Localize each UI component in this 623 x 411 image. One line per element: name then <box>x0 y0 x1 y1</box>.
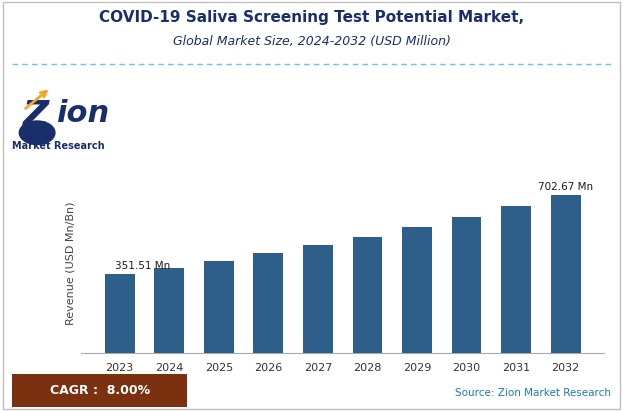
Text: Global Market Size, 2024-2032 (USD Million): Global Market Size, 2024-2032 (USD Milli… <box>173 35 450 48</box>
Bar <box>254 253 283 353</box>
Text: Source: Zion Market Research: Source: Zion Market Research <box>455 388 611 397</box>
Circle shape <box>19 121 55 145</box>
Text: COVID-19 Saliva Screening Test Potential Market,: COVID-19 Saliva Screening Test Potential… <box>99 10 524 25</box>
Bar <box>353 237 383 353</box>
Bar <box>303 245 333 353</box>
Bar <box>502 206 531 353</box>
Bar <box>551 195 581 353</box>
Bar <box>105 274 135 353</box>
Text: 702.67 Mn: 702.67 Mn <box>538 182 593 192</box>
Text: 351.51 Mn: 351.51 Mn <box>115 261 170 271</box>
Text: Market Research: Market Research <box>12 141 105 151</box>
Text: ion: ion <box>56 99 110 128</box>
Bar <box>402 227 432 353</box>
Text: Z: Z <box>24 99 50 133</box>
Y-axis label: Revenue (USD Mn/Bn): Revenue (USD Mn/Bn) <box>65 201 75 325</box>
Bar <box>452 217 482 353</box>
Bar <box>204 261 234 353</box>
Bar <box>155 268 184 353</box>
Text: CAGR :  8.00%: CAGR : 8.00% <box>50 384 150 397</box>
